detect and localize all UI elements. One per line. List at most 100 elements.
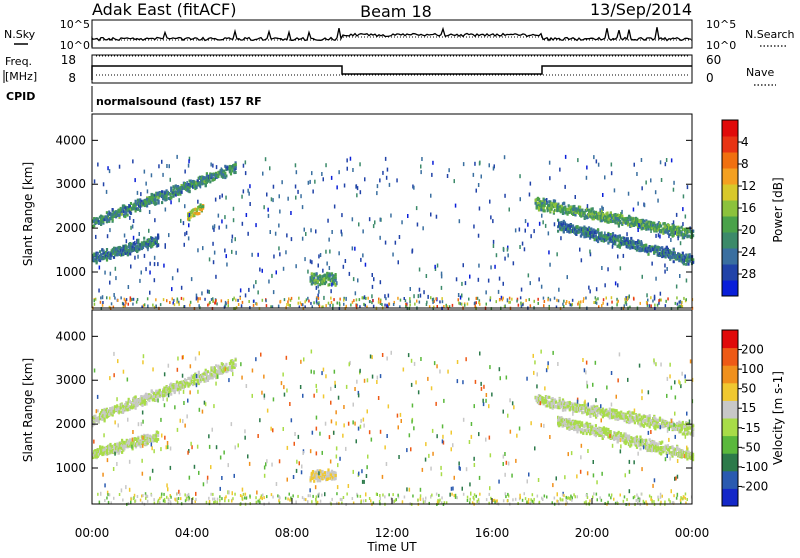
data-cell [97,163,99,167]
data-cell [621,210,623,214]
data-cell [518,304,520,307]
data-cell [359,298,361,301]
data-cell [308,300,310,303]
data-cell [575,195,577,199]
data-cell [291,297,293,300]
data-cell [291,237,293,241]
data-cell [115,276,117,280]
data-cell [172,297,174,300]
data-cell [441,272,443,276]
data-cell [562,409,564,412]
data-cell [645,181,647,185]
data-cell [658,299,660,302]
data-cell [407,214,409,218]
data-cell [475,305,477,308]
data-cell [238,303,240,306]
data-cell [209,180,211,183]
data-cell [201,291,203,295]
data-cell [132,159,134,163]
data-cell [209,290,211,294]
data-cell [328,302,330,305]
data-cell [157,438,159,441]
data-cell [335,273,337,276]
data-cell [686,298,688,301]
data-cell [587,233,589,237]
data-cell [109,169,111,173]
data-cell [349,272,351,276]
data-cell [460,302,462,305]
data-cell [235,364,237,367]
data-cell [156,396,158,399]
data-cell [346,158,348,162]
data-cell [155,202,157,205]
data-cell [380,218,382,222]
data-cell [664,270,666,274]
data-cell [638,414,640,417]
data-cell [121,213,123,216]
data-cell [96,260,98,263]
data-cell [224,172,226,175]
data-cell [216,302,218,305]
data-cell [534,300,536,303]
data-cell [596,414,598,417]
data-cell [644,422,646,425]
data-cell [240,297,242,300]
data-cell [478,278,480,282]
data-cell [316,298,318,301]
data-cell [490,296,492,299]
data-cell [107,234,109,238]
data-cell [266,304,268,307]
data-cell [468,298,470,301]
data-cell [110,272,112,276]
data-cell [304,228,306,232]
data-cell [422,226,424,230]
data-cell [369,300,371,303]
data-cell [682,207,684,211]
noise-right-tick-bottom: 10^0 [706,39,736,52]
noise-right-tick-top: 10^5 [706,18,736,31]
data-cell [103,182,105,186]
data-cell [562,209,564,212]
data-cell [212,300,214,303]
data-cell [354,247,356,251]
data-cell [601,266,603,270]
data-cell [304,300,306,303]
data-cell [231,369,233,372]
data-cell [679,274,681,278]
data-cell [597,228,599,231]
data-cell [245,293,247,297]
data-cell [273,255,275,259]
data-cell [563,300,565,303]
data-cell [327,477,329,480]
data-cell [296,170,298,174]
data-cell [650,296,652,299]
data-cell [655,234,657,238]
data-cell [298,302,300,305]
data-cell [554,297,556,300]
data-cell [256,303,258,306]
data-cell [623,254,625,258]
data-cell [188,223,190,227]
data-cell [584,212,586,215]
data-cell [268,280,270,284]
data-cell [171,287,173,291]
data-cell [456,277,458,281]
data-cell [154,218,156,222]
data-cell [207,370,209,373]
data-cell [558,299,560,302]
data-cell [570,225,572,229]
data-cell [432,161,434,165]
data-cell [490,215,492,219]
data-cell [650,178,652,182]
data-cell [134,256,136,260]
data-cell [590,227,592,230]
data-cell [221,219,223,223]
data-cell [507,253,509,257]
data-cell [416,300,418,303]
data-cell [255,280,257,284]
data-cell [306,298,308,301]
data-cell [655,190,657,194]
data-cell [504,155,506,159]
data-cell [572,299,574,302]
data-cell [170,196,172,199]
